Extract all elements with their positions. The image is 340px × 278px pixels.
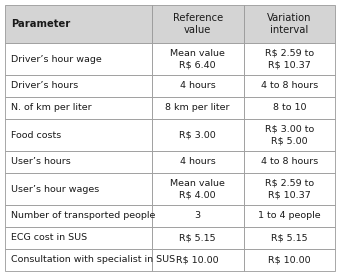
Bar — [243, 5, 335, 43]
Bar — [152, 97, 243, 119]
Bar — [5, 5, 152, 43]
Bar — [5, 97, 152, 119]
Bar — [152, 75, 243, 97]
Text: Consultation with specialist in SUS: Consultation with specialist in SUS — [11, 255, 175, 264]
Bar — [243, 43, 335, 75]
Text: User’s hour wages: User’s hour wages — [11, 185, 99, 193]
Bar — [243, 119, 335, 151]
Bar — [5, 151, 152, 173]
Text: 4 to 8 hours: 4 to 8 hours — [261, 158, 318, 167]
Text: 1 to 4 people: 1 to 4 people — [258, 212, 321, 220]
Text: R$ 2.59 to
R$ 10.37: R$ 2.59 to R$ 10.37 — [265, 179, 314, 199]
Bar — [152, 5, 243, 43]
Bar — [152, 173, 243, 205]
Bar — [243, 75, 335, 97]
Text: 4 hours: 4 hours — [180, 158, 216, 167]
Bar — [243, 205, 335, 227]
Text: 3: 3 — [195, 212, 201, 220]
Text: R$ 10.00: R$ 10.00 — [176, 255, 219, 264]
Text: R$ 5.15: R$ 5.15 — [180, 234, 216, 242]
Bar — [243, 151, 335, 173]
Text: Mean value
R$ 4.00: Mean value R$ 4.00 — [170, 179, 225, 199]
Bar — [243, 249, 335, 271]
Text: R$ 3.00 to
R$ 5.00: R$ 3.00 to R$ 5.00 — [265, 125, 314, 145]
Text: Parameter: Parameter — [11, 19, 70, 29]
Bar — [5, 75, 152, 97]
Bar — [152, 151, 243, 173]
Text: N. of km per liter: N. of km per liter — [11, 103, 91, 113]
Bar — [152, 119, 243, 151]
Text: 4 hours: 4 hours — [180, 81, 216, 91]
Bar — [5, 205, 152, 227]
Text: User’s hours: User’s hours — [11, 158, 71, 167]
Text: Driver’s hour wage: Driver’s hour wage — [11, 54, 102, 63]
Bar — [243, 97, 335, 119]
Bar — [152, 205, 243, 227]
Bar — [5, 43, 152, 75]
Bar — [243, 173, 335, 205]
Text: 4 to 8 hours: 4 to 8 hours — [261, 81, 318, 91]
Text: Reference
value: Reference value — [173, 13, 223, 35]
Bar — [5, 173, 152, 205]
Text: ECG cost in SUS: ECG cost in SUS — [11, 234, 87, 242]
Text: Mean value
R$ 6.40: Mean value R$ 6.40 — [170, 49, 225, 69]
Text: 8 to 10: 8 to 10 — [273, 103, 306, 113]
Text: 8 km per liter: 8 km per liter — [166, 103, 230, 113]
Bar — [5, 227, 152, 249]
Bar — [152, 43, 243, 75]
Text: Number of transported people: Number of transported people — [11, 212, 155, 220]
Bar — [152, 227, 243, 249]
Text: Driver’s hours: Driver’s hours — [11, 81, 78, 91]
Text: R$ 10.00: R$ 10.00 — [268, 255, 311, 264]
Text: Food costs: Food costs — [11, 130, 61, 140]
Text: R$ 3.00: R$ 3.00 — [179, 130, 216, 140]
Bar — [5, 119, 152, 151]
Bar — [5, 249, 152, 271]
Text: R$ 5.15: R$ 5.15 — [271, 234, 308, 242]
Text: Variation
interval: Variation interval — [267, 13, 311, 35]
Text: R$ 2.59 to
R$ 10.37: R$ 2.59 to R$ 10.37 — [265, 49, 314, 69]
Bar — [243, 227, 335, 249]
Bar — [152, 249, 243, 271]
